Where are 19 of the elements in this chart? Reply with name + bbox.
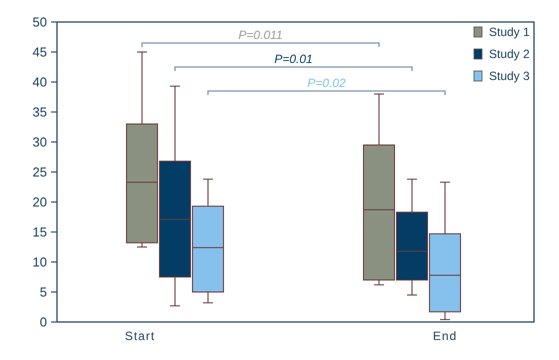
y-tick-label: 0 [40, 314, 47, 330]
y-tick-label: 35 [32, 104, 47, 120]
y-tick-label: 40 [32, 74, 47, 90]
y-tick-label: 50 [32, 14, 47, 30]
y-tick-label: 20 [32, 194, 47, 210]
annotation: P=0.011 [238, 28, 283, 42]
annotation: P=0.02 [307, 76, 346, 90]
y-tick-label: 10 [32, 254, 47, 270]
x-tick-label: Start [124, 329, 156, 343]
annotation: P=0.01 [274, 52, 313, 66]
legend-label: Study 2 [489, 47, 530, 62]
x-tick-label: End [432, 329, 458, 343]
y-tick-label: 30 [32, 134, 47, 150]
y-tick-label: 5 [40, 284, 47, 300]
y-tick-label: 15 [32, 224, 47, 240]
y-tick-label: 45 [32, 44, 47, 60]
legend-label: Study 1 [489, 25, 530, 40]
y-tick-label: 25 [32, 164, 47, 180]
legend-label: Study 3 [489, 69, 530, 84]
